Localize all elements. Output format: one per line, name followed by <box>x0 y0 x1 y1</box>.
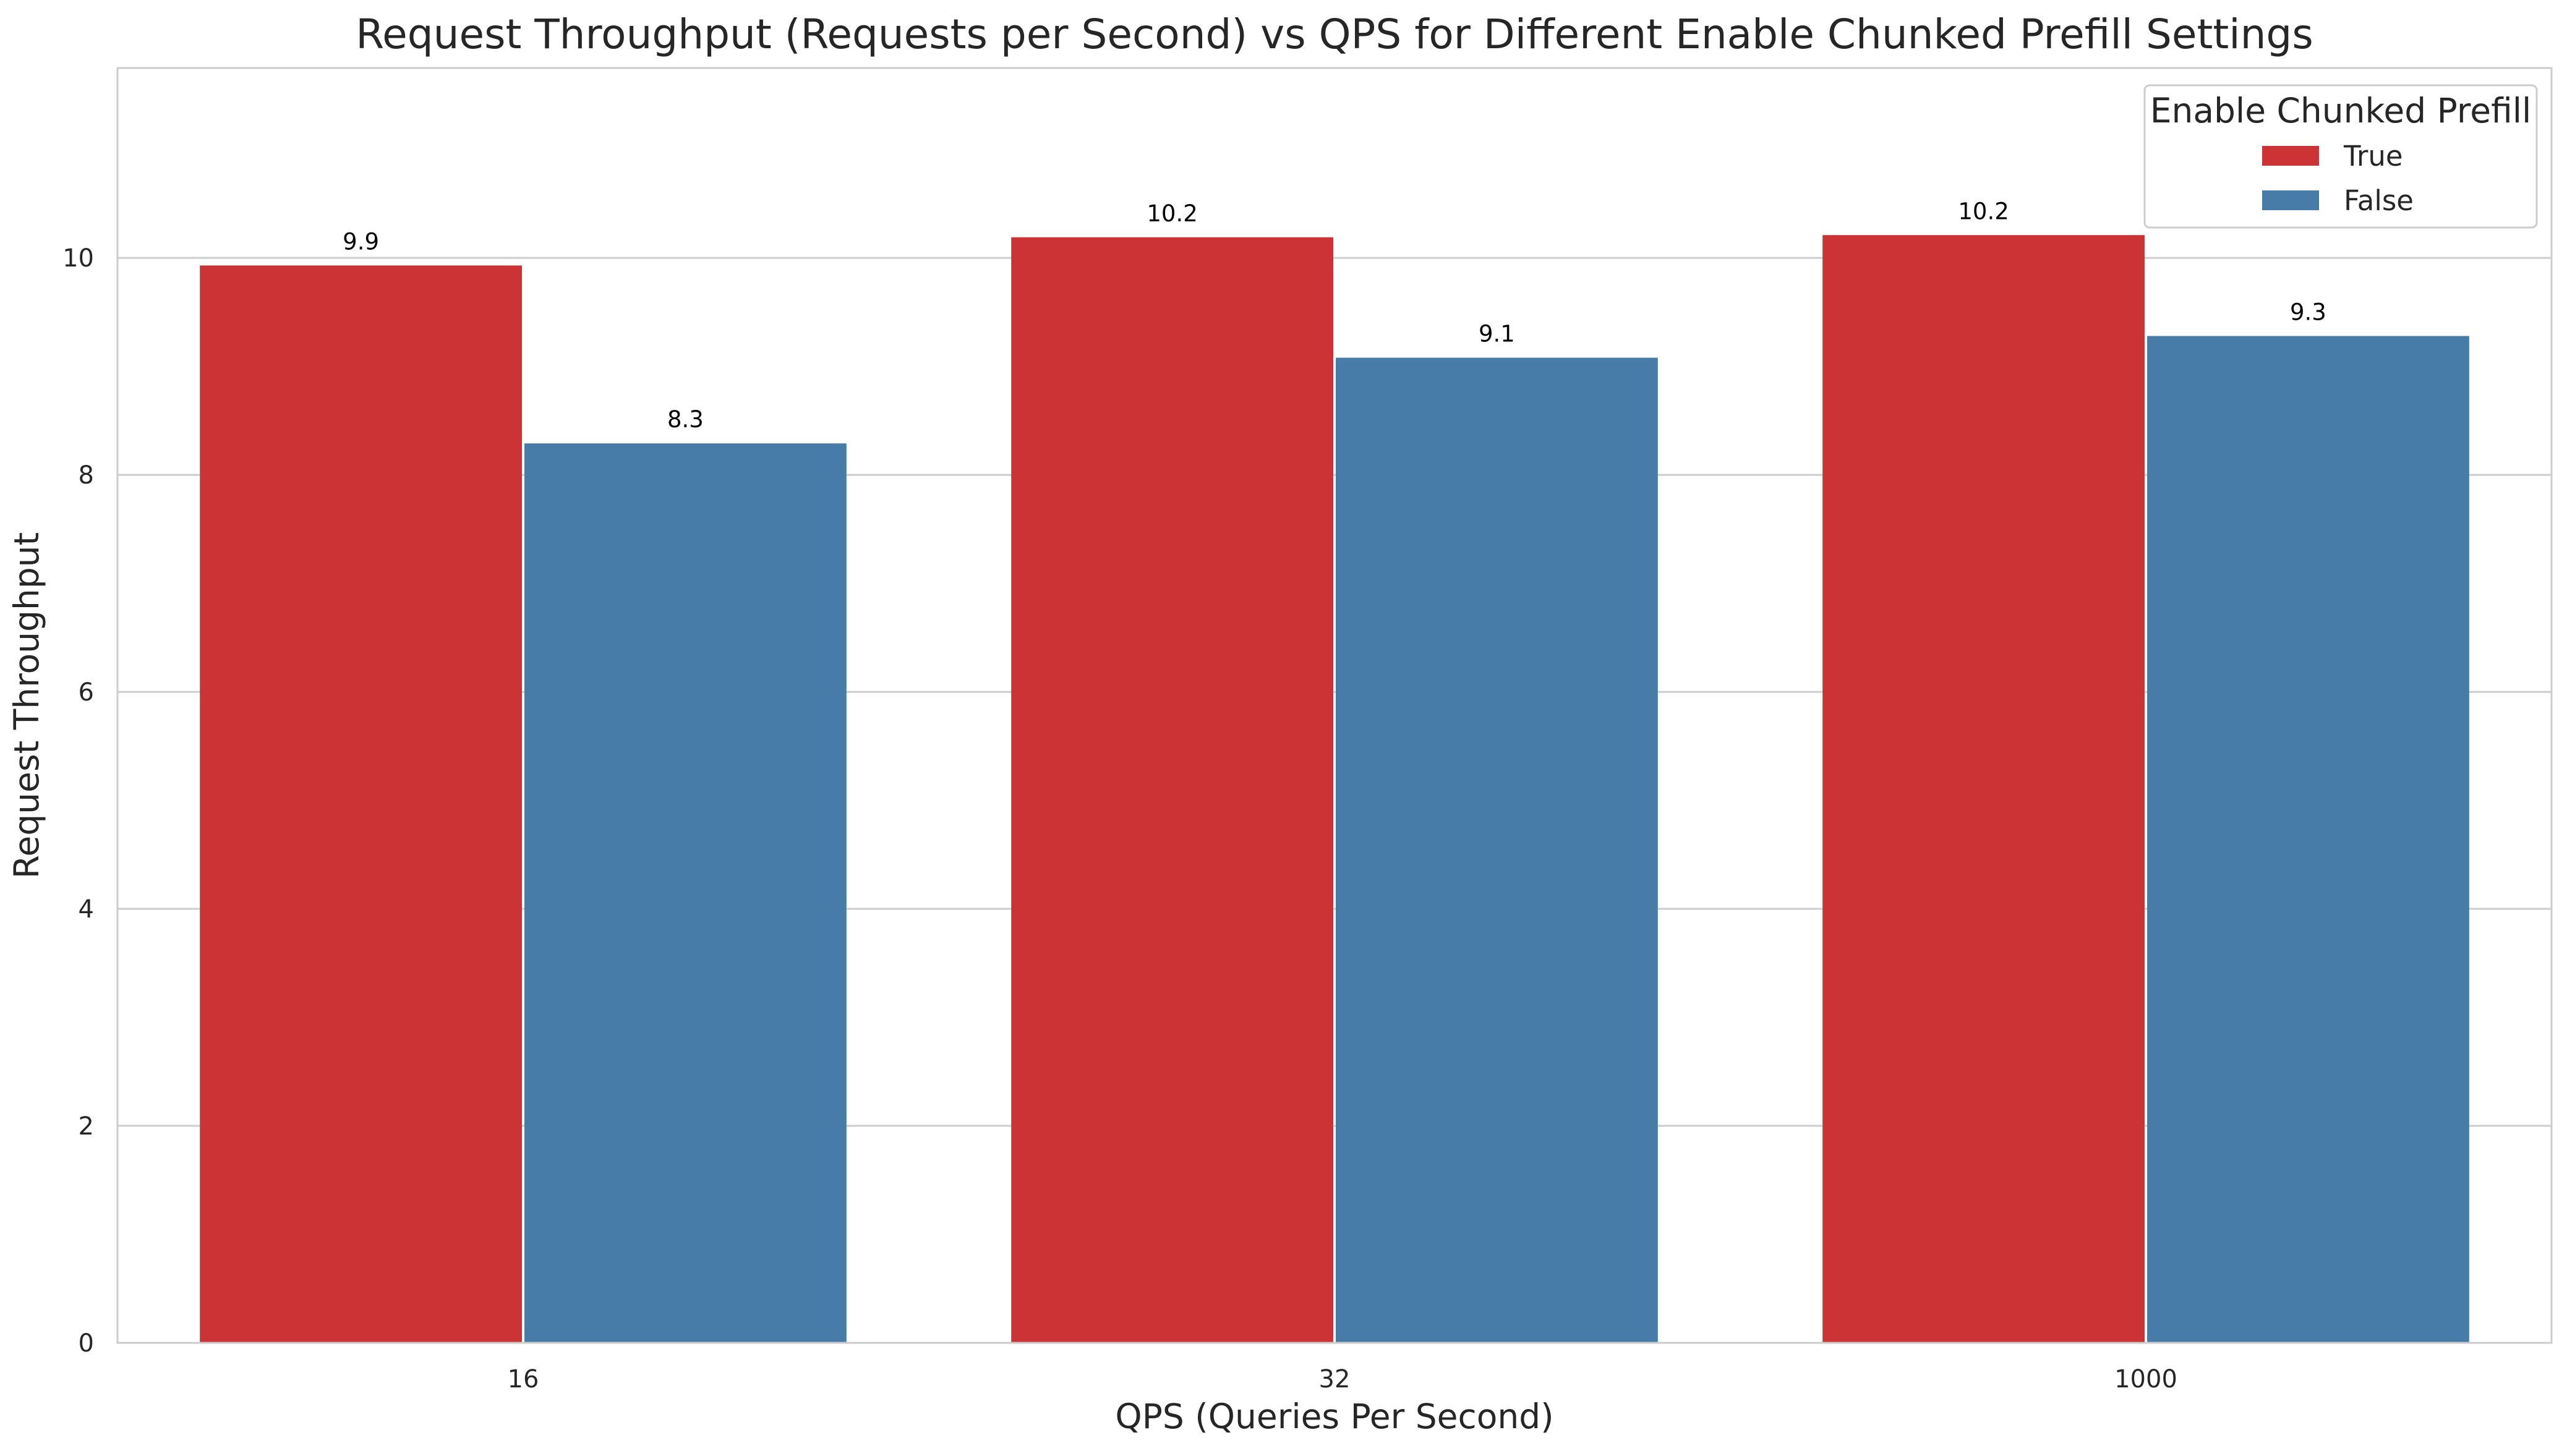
bar-true-32 <box>1011 237 1333 1343</box>
data-label: 8.3 <box>667 406 704 433</box>
data-label: 9.1 <box>1479 321 1515 347</box>
x-tick-label: 1000 <box>2114 1365 2177 1394</box>
legend-label-false: False <box>2344 184 2414 217</box>
legend-label-true: True <box>2343 140 2403 172</box>
bar-true-1000 <box>1822 235 2145 1343</box>
legend-swatch-false <box>2262 190 2319 210</box>
data-label: 10.2 <box>1147 200 1197 227</box>
x-tick-label: 32 <box>1319 1365 1351 1394</box>
data-labels: 9.9 8.3 10.2 9.1 10.2 9.3 <box>343 198 2326 433</box>
y-tick-label: 8 <box>79 461 94 490</box>
y-tick-label: 10 <box>62 244 94 273</box>
x-axis-label: QPS (Queries Per Second) <box>1115 1397 1553 1436</box>
bar-false-16 <box>524 443 847 1343</box>
chart-title: Request Throughput (Requests per Second)… <box>356 11 2313 58</box>
data-label: 9.9 <box>343 228 379 255</box>
legend: Enable Chunked Prefill True False <box>2143 84 2538 229</box>
y-axis-label: Request Throughput <box>7 532 46 879</box>
bar-true-16 <box>200 265 522 1343</box>
bar-false-1000 <box>2147 336 2469 1343</box>
x-tick-label: 16 <box>508 1365 539 1394</box>
bar-false-32 <box>1336 357 1658 1343</box>
plot-frame <box>116 67 2553 1344</box>
legend-swatch-true <box>2262 146 2319 166</box>
legend-title: Enable Chunked Prefill <box>2150 91 2532 130</box>
axes: 0 2 4 6 8 10 16 32 1000 <box>62 67 2553 1394</box>
gridlines <box>117 257 2552 1127</box>
data-label: 10.2 <box>1958 198 2009 224</box>
y-tick-label: 2 <box>79 1112 94 1141</box>
data-label: 9.3 <box>2290 299 2326 325</box>
bars <box>200 235 2469 1343</box>
y-tick-label: 6 <box>79 678 94 707</box>
legend-frame <box>2143 84 2538 229</box>
y-tick-label: 0 <box>79 1329 94 1358</box>
y-tick-label: 4 <box>79 895 94 924</box>
